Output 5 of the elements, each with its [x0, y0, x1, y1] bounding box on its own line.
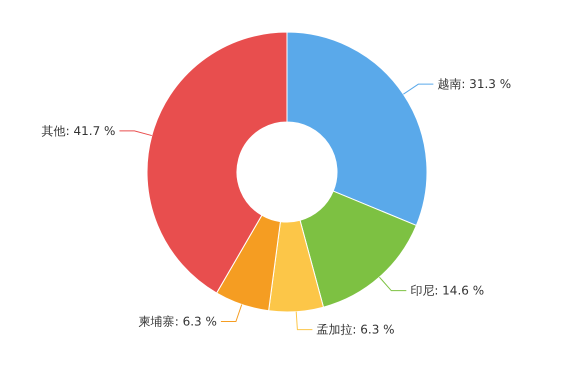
slice-label: 其他: 41.7 % [42, 124, 116, 138]
slice-label: 柬埔寨: 6.3 % [138, 314, 217, 329]
slice-label: 越南: 31.3 % [437, 77, 512, 92]
slice-label: 印尼: 14.6 % [410, 284, 484, 298]
slice-label: 孟加拉: 6.3 % [316, 322, 395, 337]
